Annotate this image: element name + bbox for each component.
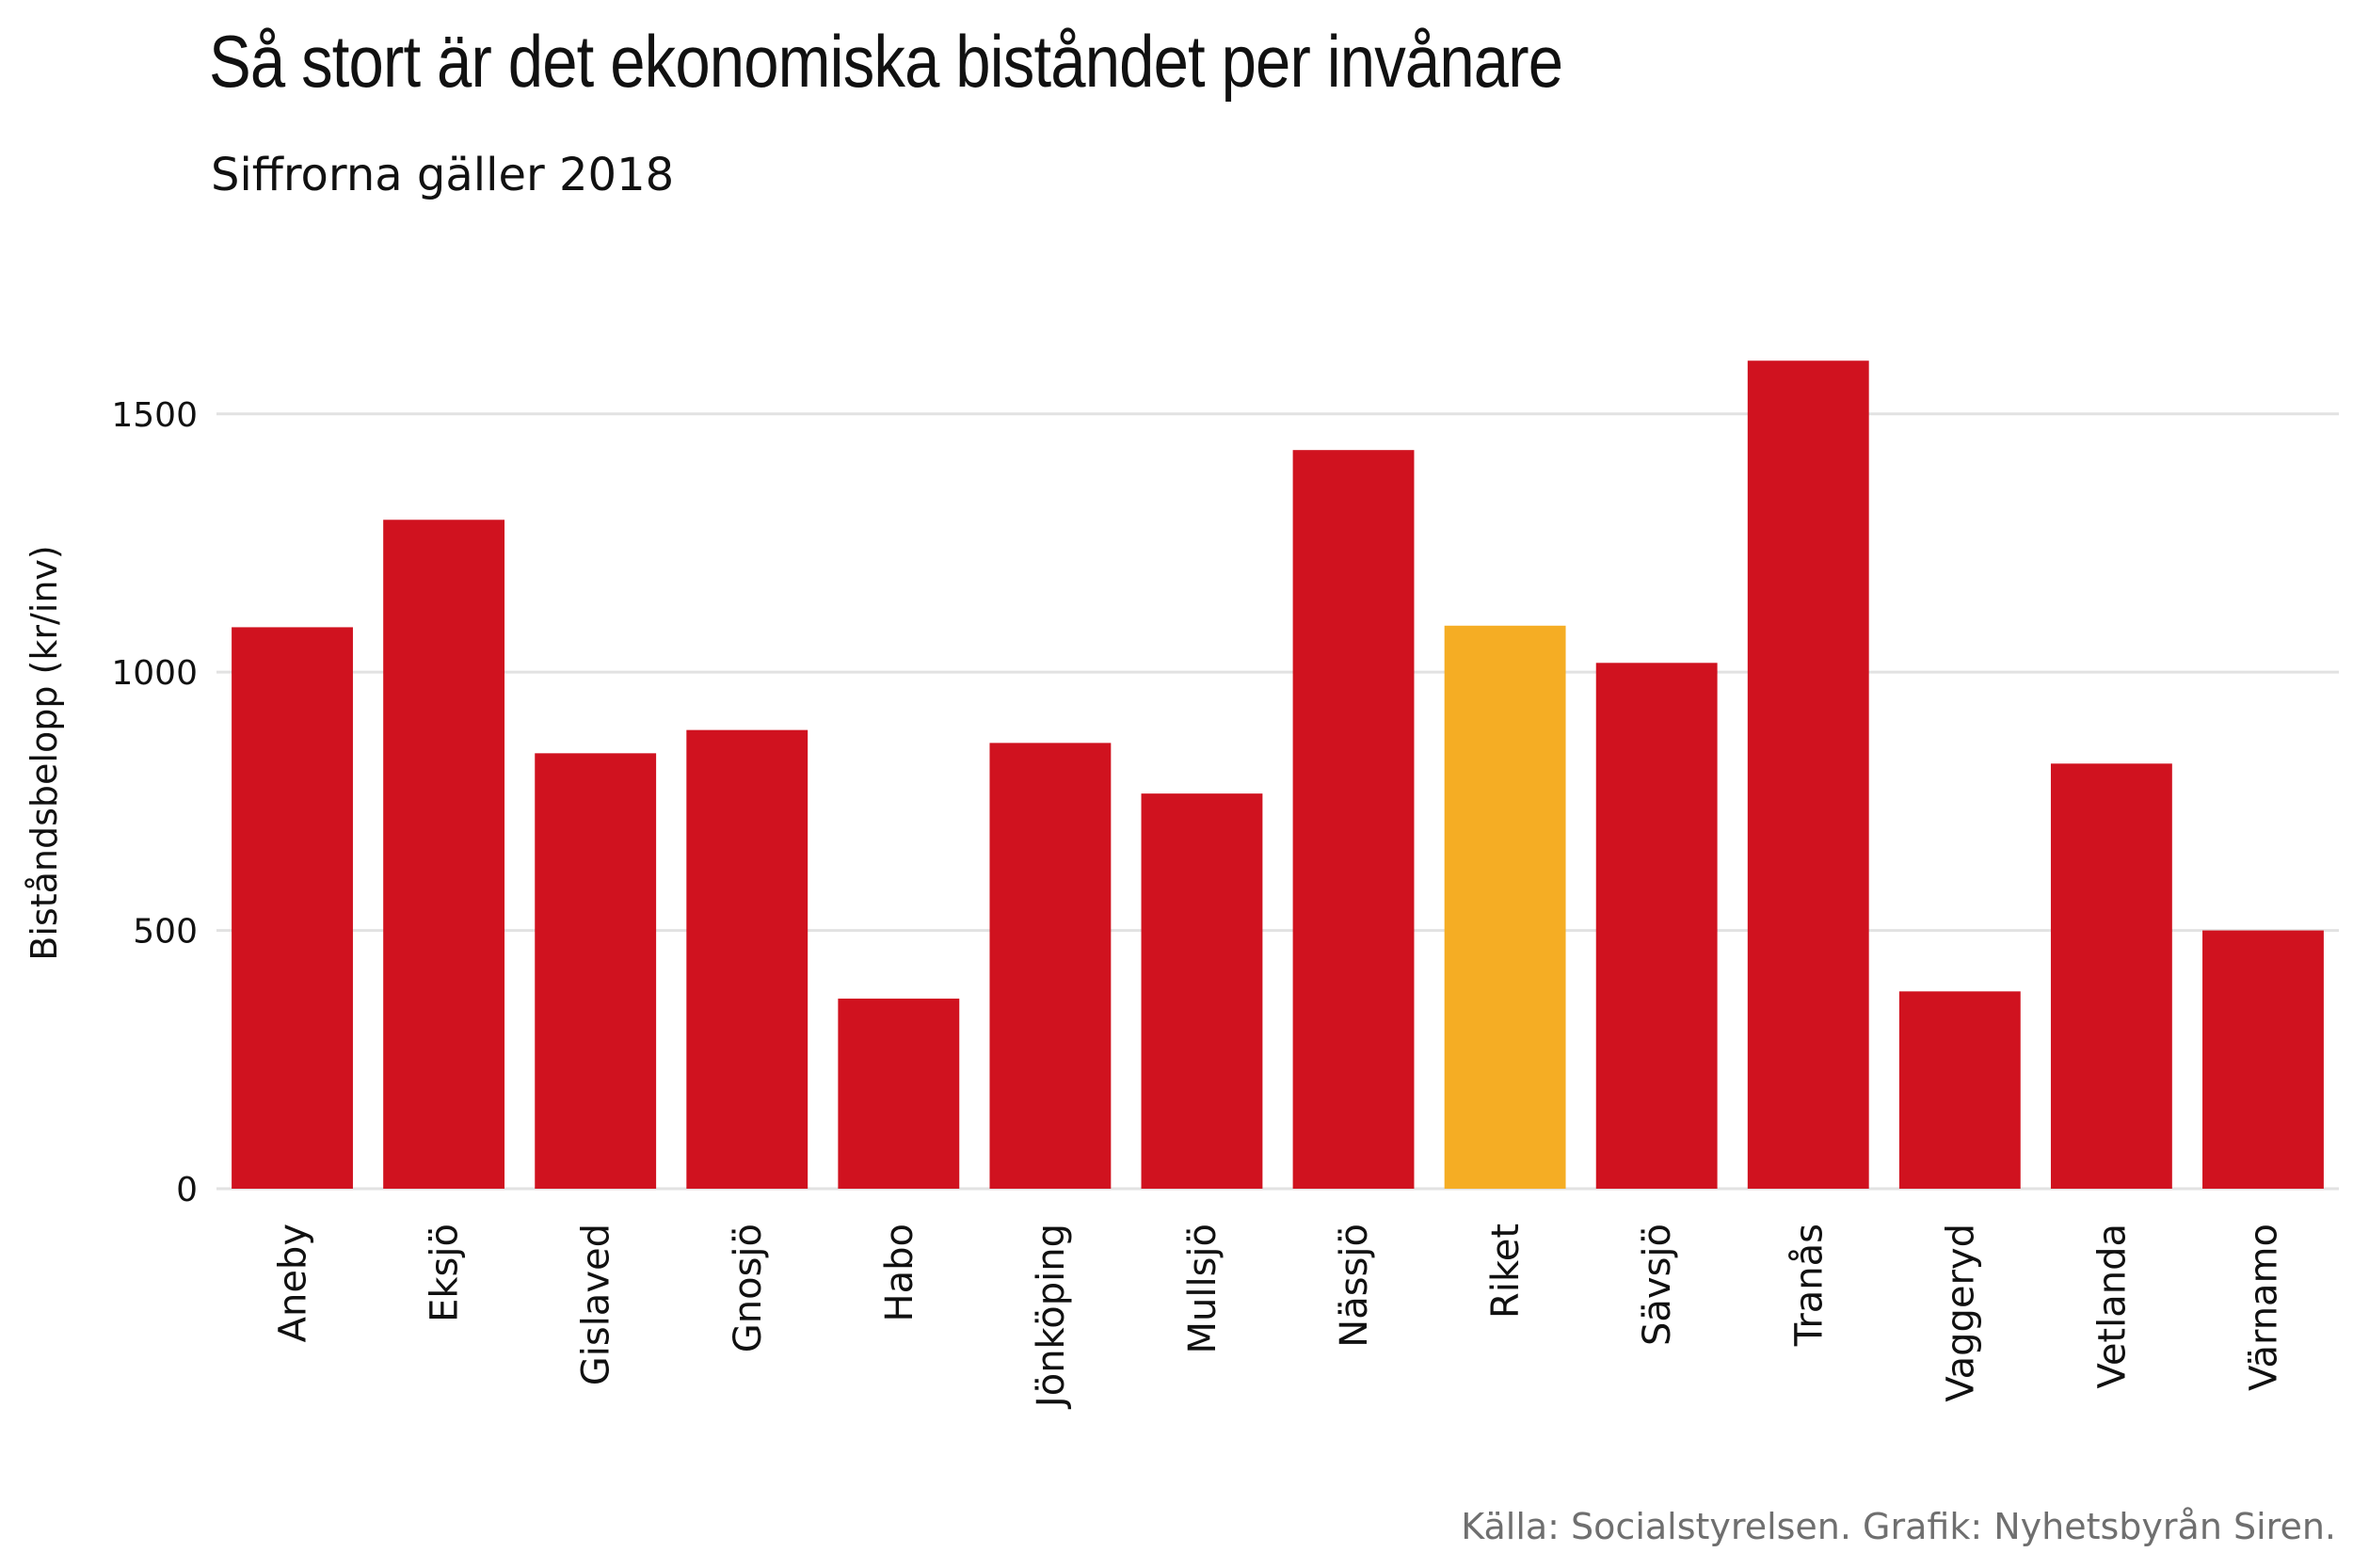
bar-mullsjö [1141, 793, 1263, 1189]
x-tick-label: Jönköping [1030, 1224, 1073, 1410]
y-tick-labels: 0 500 1000 1500 [111, 396, 198, 1209]
x-tick-label: Gnosjö [727, 1224, 770, 1352]
chart-title: Så stort är det ekonomiska biståndet per… [209, 20, 1563, 103]
bar-habo [838, 999, 960, 1189]
x-tick-label: Värnamo [2242, 1224, 2285, 1391]
x-tick-label: Habo [878, 1224, 921, 1321]
x-tick-label: Tranås [1787, 1224, 1831, 1347]
bar-gnosjö [686, 729, 808, 1189]
bar-nässjö [1292, 450, 1415, 1189]
chart-subtitle: Siffrorna gäller 2018 [211, 149, 675, 201]
x-tick-label: Riket [1484, 1224, 1528, 1319]
bar-vetlanda [2050, 763, 2172, 1189]
x-tick-label: Vetlanda [2090, 1224, 2134, 1388]
y-axis-title: Biståndsbelopp (kr/inv) [24, 545, 65, 960]
x-tick-labels: Aneby Eksjö Gislaved Gnosjö Habo Jönköping Mul… [272, 1224, 2286, 1410]
bar-riket [1444, 625, 1566, 1189]
x-tick-label: Sävsjö [1636, 1224, 1679, 1346]
y-tick-label: 500 [133, 913, 198, 952]
bar-vaggeryd [1898, 991, 2021, 1189]
bar-värnamo [2202, 930, 2324, 1189]
x-tick-label: Nässjö [1333, 1224, 1376, 1348]
bar-sävsjö [1595, 663, 1718, 1189]
x-tick-label: Vaggeryd [1939, 1224, 1982, 1402]
x-tick-label: Eksjö [424, 1224, 467, 1322]
y-tick-label: 1000 [111, 654, 198, 693]
x-tick-label: Aneby [272, 1224, 315, 1342]
y-tick-label: 1500 [111, 396, 198, 435]
bar-aneby [232, 627, 353, 1189]
bars [232, 360, 2324, 1190]
x-tick-label: Gislaved [575, 1224, 618, 1385]
bar-tranås [1747, 360, 1869, 1190]
bar-gislaved [535, 753, 657, 1189]
y-tick-label: 0 [176, 1171, 198, 1209]
x-tick-label: Mullsjö [1181, 1224, 1225, 1354]
bar-jönköping [989, 743, 1112, 1189]
bar-eksjö [383, 520, 505, 1189]
source-caption: Källa: Socialstyrelsen. Grafik: Nyhetsby… [1461, 1506, 2336, 1547]
